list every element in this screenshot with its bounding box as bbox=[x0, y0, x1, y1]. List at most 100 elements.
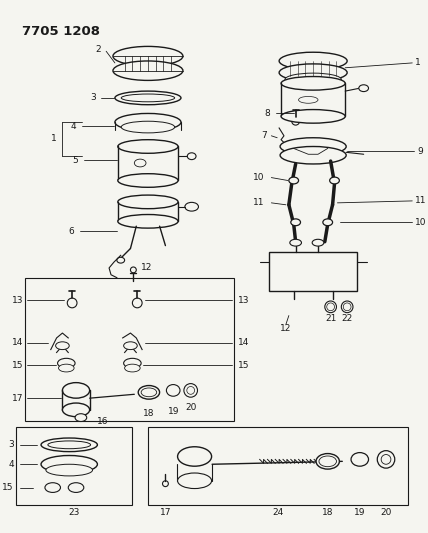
Ellipse shape bbox=[289, 177, 299, 184]
Ellipse shape bbox=[351, 453, 369, 466]
Ellipse shape bbox=[280, 147, 346, 164]
Ellipse shape bbox=[141, 388, 157, 397]
Text: 15: 15 bbox=[2, 483, 14, 492]
Text: 3: 3 bbox=[8, 440, 14, 449]
Bar bbox=[148, 427, 408, 505]
Circle shape bbox=[163, 481, 168, 487]
Ellipse shape bbox=[113, 46, 183, 66]
Ellipse shape bbox=[290, 239, 301, 246]
Text: 17: 17 bbox=[12, 394, 24, 402]
Ellipse shape bbox=[187, 153, 196, 159]
Text: 11: 11 bbox=[253, 198, 265, 207]
Circle shape bbox=[343, 303, 351, 311]
Ellipse shape bbox=[118, 140, 178, 154]
Ellipse shape bbox=[41, 438, 98, 451]
Text: 12: 12 bbox=[280, 324, 291, 333]
Ellipse shape bbox=[323, 219, 333, 225]
Text: 23: 23 bbox=[68, 508, 80, 518]
Text: 14: 14 bbox=[12, 338, 24, 348]
Ellipse shape bbox=[359, 85, 369, 92]
Ellipse shape bbox=[62, 403, 89, 417]
Ellipse shape bbox=[281, 77, 345, 90]
Ellipse shape bbox=[59, 364, 74, 372]
Ellipse shape bbox=[316, 454, 339, 469]
Ellipse shape bbox=[281, 110, 345, 123]
Ellipse shape bbox=[178, 447, 211, 466]
Ellipse shape bbox=[178, 473, 211, 489]
Ellipse shape bbox=[280, 138, 346, 155]
Text: 18: 18 bbox=[143, 409, 155, 418]
Circle shape bbox=[381, 455, 391, 464]
Text: 21: 21 bbox=[325, 314, 336, 323]
Text: 3: 3 bbox=[91, 93, 96, 102]
Text: 4: 4 bbox=[70, 122, 76, 131]
Ellipse shape bbox=[166, 385, 180, 396]
Circle shape bbox=[292, 117, 300, 125]
Circle shape bbox=[184, 384, 197, 397]
Ellipse shape bbox=[330, 177, 339, 184]
Ellipse shape bbox=[125, 364, 140, 372]
Text: 15: 15 bbox=[12, 361, 24, 369]
Bar bbox=[16, 427, 132, 505]
Ellipse shape bbox=[285, 73, 341, 86]
Text: 8: 8 bbox=[265, 109, 270, 118]
Ellipse shape bbox=[121, 94, 175, 102]
Ellipse shape bbox=[62, 383, 89, 398]
Text: 20: 20 bbox=[380, 508, 392, 518]
Text: 7705 1208: 7705 1208 bbox=[21, 25, 100, 38]
Ellipse shape bbox=[56, 342, 69, 350]
Text: 11: 11 bbox=[415, 196, 427, 205]
Text: 2: 2 bbox=[96, 45, 101, 54]
Ellipse shape bbox=[124, 342, 137, 350]
Text: 15: 15 bbox=[238, 361, 250, 369]
Text: 4: 4 bbox=[8, 460, 14, 469]
Ellipse shape bbox=[138, 385, 160, 399]
Circle shape bbox=[131, 267, 136, 273]
Text: 10: 10 bbox=[253, 173, 265, 182]
Circle shape bbox=[132, 298, 142, 308]
Ellipse shape bbox=[121, 121, 175, 133]
Ellipse shape bbox=[68, 483, 84, 492]
Bar bbox=[26, 278, 235, 422]
Ellipse shape bbox=[312, 239, 324, 246]
Text: 9: 9 bbox=[417, 147, 423, 156]
Text: 10: 10 bbox=[415, 218, 427, 227]
Ellipse shape bbox=[75, 414, 87, 422]
Text: 16: 16 bbox=[98, 417, 109, 426]
Text: 5: 5 bbox=[72, 156, 78, 165]
Ellipse shape bbox=[134, 159, 146, 167]
Circle shape bbox=[67, 298, 77, 308]
Circle shape bbox=[341, 301, 353, 313]
Text: 19: 19 bbox=[354, 508, 366, 518]
Text: 19: 19 bbox=[167, 407, 179, 416]
Circle shape bbox=[325, 301, 336, 313]
Ellipse shape bbox=[45, 483, 60, 492]
Ellipse shape bbox=[118, 214, 178, 228]
Ellipse shape bbox=[118, 195, 178, 209]
Ellipse shape bbox=[279, 52, 347, 70]
Ellipse shape bbox=[299, 96, 318, 103]
Text: 18: 18 bbox=[322, 508, 333, 518]
Circle shape bbox=[377, 450, 395, 468]
Ellipse shape bbox=[117, 257, 125, 263]
Ellipse shape bbox=[319, 456, 336, 467]
Text: 12: 12 bbox=[141, 263, 152, 272]
Circle shape bbox=[187, 386, 195, 394]
Bar bbox=[269, 253, 357, 291]
Circle shape bbox=[327, 303, 335, 311]
Text: 17: 17 bbox=[160, 508, 171, 518]
Text: 6: 6 bbox=[68, 227, 74, 236]
Ellipse shape bbox=[57, 358, 75, 368]
Text: 1: 1 bbox=[415, 59, 421, 67]
Text: 1: 1 bbox=[51, 134, 56, 143]
Ellipse shape bbox=[115, 91, 181, 104]
Ellipse shape bbox=[291, 219, 300, 225]
Ellipse shape bbox=[113, 61, 183, 80]
Ellipse shape bbox=[46, 464, 92, 476]
Ellipse shape bbox=[41, 456, 98, 473]
Text: 7: 7 bbox=[261, 131, 267, 140]
Ellipse shape bbox=[185, 203, 199, 211]
Ellipse shape bbox=[48, 441, 91, 449]
Ellipse shape bbox=[124, 358, 141, 368]
Ellipse shape bbox=[279, 64, 347, 82]
